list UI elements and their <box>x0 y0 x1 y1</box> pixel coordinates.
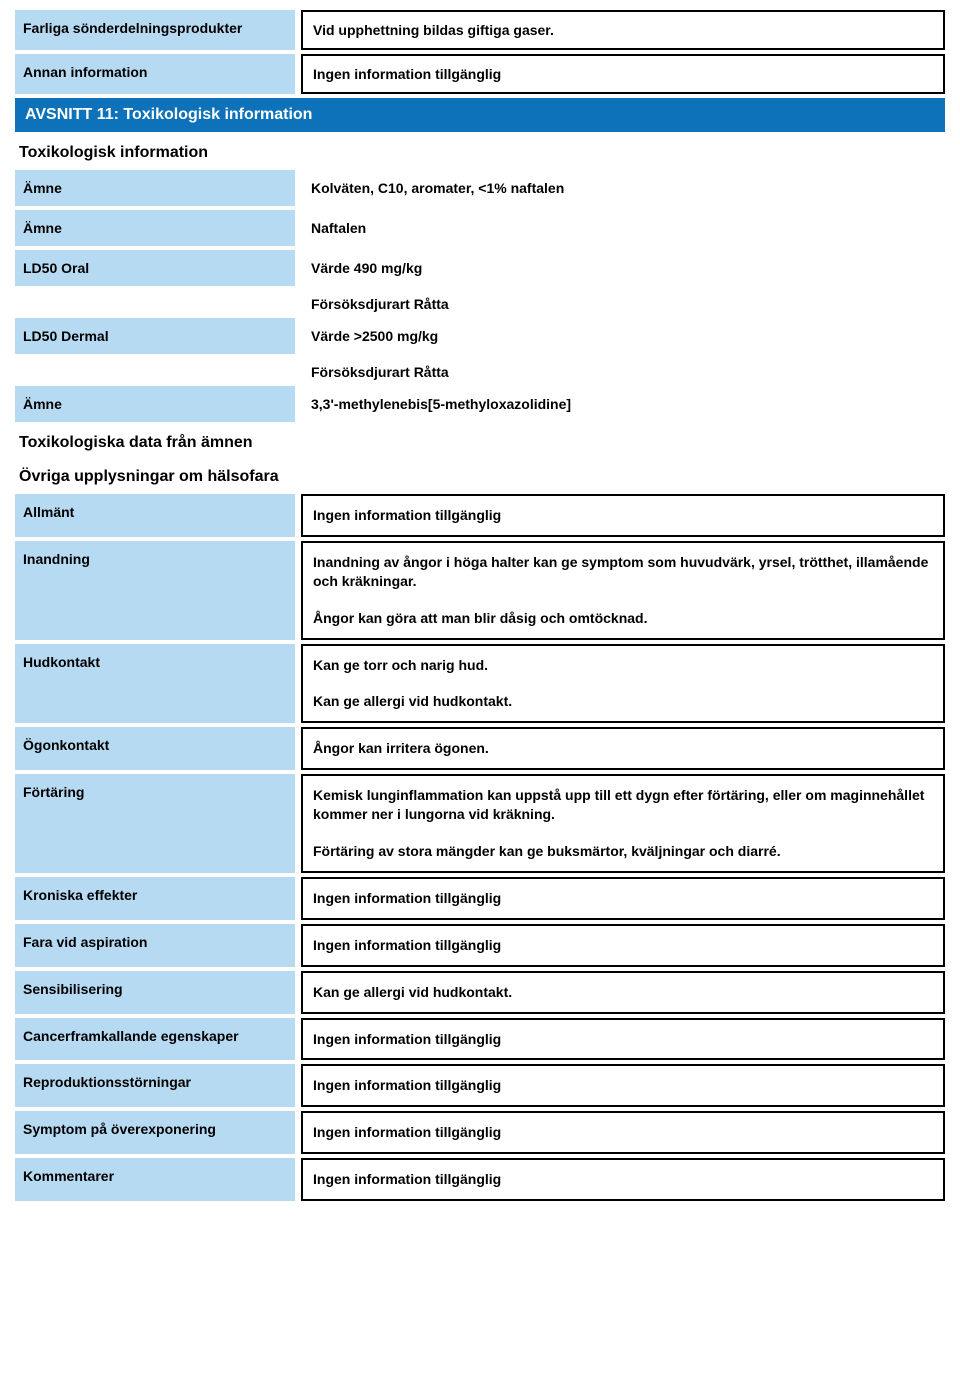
health-value-text: Ångor kan irritera ögonen. <box>313 739 933 758</box>
health-value: Ingen information tillgänglig <box>301 494 945 537</box>
health-value-text: Ingen information tillgänglig <box>313 1123 933 1142</box>
row-amne-3: Ämne 3,3'-methylenebis[5-methyloxazolidi… <box>15 386 945 422</box>
health-value-text: Ingen information tillgänglig <box>313 506 933 525</box>
row-ld50-dermal: LD50 Dermal Värde >2500 mg/kg <box>15 318 945 354</box>
section-11-banner: AVSNITT 11: Toxikologisk information <box>15 98 945 132</box>
label-farliga: Farliga sönderdelningsprodukter <box>15 10 295 50</box>
value-annan-info: Ingen information tillgänglig <box>301 54 945 94</box>
health-value: Ingen information tillgänglig <box>301 924 945 967</box>
label-annan-info: Annan information <box>15 54 295 94</box>
health-label: Inandning <box>15 541 295 640</box>
value-farliga: Vid upphettning bildas giftiga gaser. <box>301 10 945 50</box>
value-amne-2: Naftalen <box>301 210 945 246</box>
row-annan-info: Annan information Ingen information till… <box>15 54 945 94</box>
label-ld50-dermal: LD50 Dermal <box>15 318 295 354</box>
health-value-text: Kan ge allergi vid hudkontakt. <box>313 692 933 711</box>
health-label: Kommentarer <box>15 1158 295 1201</box>
health-row: Ögonkontakt Ångor kan irritera ögonen. <box>15 727 945 770</box>
row-farliga: Farliga sönderdelningsprodukter Vid upph… <box>15 10 945 50</box>
label-amne-2: Ämne <box>15 210 295 246</box>
health-row: Inandning Inandning av ångor i höga halte… <box>15 541 945 640</box>
health-value: Kan ge torr och narig hud. Kan ge allergi… <box>301 644 945 724</box>
health-value: Inandning av ångor i höga halter kan ge … <box>301 541 945 640</box>
health-row: Förtäring Kemisk lunginflammation kan upp… <box>15 774 945 873</box>
health-value: Kemisk lunginflammation kan uppstå upp t… <box>301 774 945 873</box>
label-ld50-oral: LD50 Oral <box>15 250 295 286</box>
health-value-text: Ingen information tillgänglig <box>313 1076 933 1095</box>
health-label: Förtäring <box>15 774 295 873</box>
label-amne-3: Ämne <box>15 386 295 422</box>
health-label: Sensibilisering <box>15 971 295 1014</box>
row-amne-2: Ämne Naftalen <box>15 210 945 246</box>
health-row: Allmänt Ingen information tillgänglig <box>15 494 945 537</box>
health-row: Sensibilisering Kan ge allergi vid hudkon… <box>15 971 945 1014</box>
value-ld50-oral: Värde 490 mg/kg <box>301 250 945 286</box>
health-value: Ingen information tillgänglig <box>301 1111 945 1154</box>
health-row: Fara vid aspiration Ingen information til… <box>15 924 945 967</box>
health-value: Ingen information tillgänglig <box>301 1158 945 1201</box>
health-rows-container: Allmänt Ingen information tillgänglig Inan… <box>15 494 945 1201</box>
health-value: Ångor kan irritera ögonen. <box>301 727 945 770</box>
health-label: Hudkontakt <box>15 644 295 724</box>
row-amne-1: Ämne Kolväten, C10, aromater, <1% naftal… <box>15 170 945 206</box>
value-amne-3: 3,3'-methylenebis[5-methyloxazolidine] <box>301 386 945 422</box>
health-value: Ingen information tillgänglig <box>301 1018 945 1061</box>
health-label: Fara vid aspiration <box>15 924 295 967</box>
health-row: Kommentarer Ingen information tillgänglig <box>15 1158 945 1201</box>
health-label: Cancerframkallande egenskaper <box>15 1018 295 1061</box>
health-label: Ögonkontakt <box>15 727 295 770</box>
health-value-text: Förtäring av stora mängder kan ge buksmä… <box>313 842 933 861</box>
health-value-text: Kan ge torr och narig hud. <box>313 656 933 675</box>
health-value-text: Ingen information tillgänglig <box>313 1030 933 1049</box>
label-amne-1: Ämne <box>15 170 295 206</box>
health-label: Kroniska effekter <box>15 877 295 920</box>
health-value-text: Ångor kan göra att man blir dåsig och om… <box>313 609 933 628</box>
health-row: Reproduktionsstörningar Ingen information… <box>15 1064 945 1107</box>
health-value-text: Ingen information tillgänglig <box>313 936 933 955</box>
value-amne-1: Kolväten, C10, aromater, <1% naftalen <box>301 170 945 206</box>
health-value-text: Ingen information tillgänglig <box>313 889 933 908</box>
health-value-text: Ingen information tillgänglig <box>313 1170 933 1189</box>
subheading-ovriga: Övriga upplysningar om hälsofara <box>15 460 945 494</box>
health-value-text: Inandning av ångor i höga halter kan ge … <box>313 553 933 591</box>
health-label: Reproduktionsstörningar <box>15 1064 295 1107</box>
row-ld50-oral: LD50 Oral Värde 490 mg/kg <box>15 250 945 286</box>
value-ld50-dermal: Värde >2500 mg/kg <box>301 318 945 354</box>
health-row: Kroniska effekter Ingen information tillg… <box>15 877 945 920</box>
health-label: Symptom på överexponering <box>15 1111 295 1154</box>
ld50-oral-animal: Försöksdjurart Råtta <box>15 290 945 318</box>
health-value-text: Kemisk lunginflammation kan uppstå upp t… <box>313 786 933 824</box>
health-value-text: Kan ge allergi vid hudkontakt. <box>313 983 933 1002</box>
health-value: Kan ge allergi vid hudkontakt. <box>301 971 945 1014</box>
health-row: HudkontaktKan ge torr och narig hud.Kan … <box>15 644 945 724</box>
ld50-dermal-animal: Försöksdjurart Råtta <box>15 358 945 386</box>
subheading-toxinfo: Toxikologisk information <box>15 136 945 170</box>
health-row: Symptom på överexponering Ingen informati… <box>15 1111 945 1154</box>
health-value: Ingen information tillgänglig <box>301 877 945 920</box>
health-label: Allmänt <box>15 494 295 537</box>
health-value: Ingen information tillgänglig <box>301 1064 945 1107</box>
subheading-toxdata: Toxikologiska data från ämnen <box>15 426 945 460</box>
health-row: Cancerframkallande egenskaper Ingen infor… <box>15 1018 945 1061</box>
